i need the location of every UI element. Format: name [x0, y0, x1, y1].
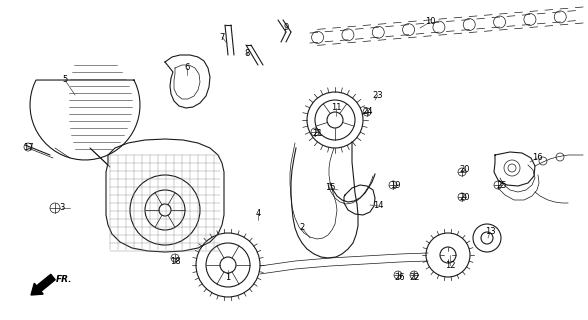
- Text: 3: 3: [59, 204, 65, 212]
- Text: 2: 2: [299, 223, 305, 233]
- Text: 4: 4: [255, 209, 260, 218]
- FancyArrow shape: [31, 274, 55, 295]
- Text: 5: 5: [62, 76, 68, 84]
- Text: 7: 7: [219, 33, 225, 42]
- Text: 9: 9: [283, 23, 289, 33]
- Text: 6: 6: [184, 63, 190, 73]
- Text: 14: 14: [373, 202, 383, 211]
- Text: 10: 10: [425, 18, 435, 27]
- Text: 23: 23: [373, 91, 383, 100]
- Text: FR.: FR.: [56, 276, 72, 284]
- Text: 11: 11: [330, 103, 341, 113]
- Text: 16: 16: [532, 154, 542, 163]
- Text: 26: 26: [395, 274, 405, 283]
- Text: 18: 18: [170, 258, 181, 267]
- Text: 20: 20: [460, 193, 470, 202]
- Text: 1: 1: [225, 274, 230, 283]
- Text: 21: 21: [313, 129, 323, 138]
- Text: 12: 12: [445, 260, 455, 269]
- Text: 25: 25: [497, 180, 507, 189]
- Text: 15: 15: [325, 183, 335, 193]
- Text: 22: 22: [410, 273, 420, 282]
- Text: 20: 20: [460, 165, 470, 174]
- Text: 24: 24: [363, 108, 373, 116]
- Text: 19: 19: [390, 180, 400, 189]
- Text: 17: 17: [23, 143, 34, 153]
- Text: 13: 13: [485, 228, 495, 236]
- Text: 8: 8: [244, 49, 250, 58]
